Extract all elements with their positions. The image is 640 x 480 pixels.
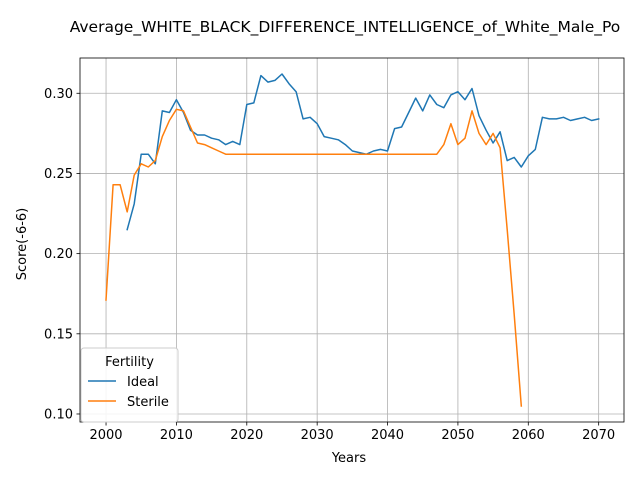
x-tick-label: 2070 [582, 428, 615, 443]
y-tick-label: 0.20 [44, 247, 73, 262]
legend: Fertility Ideal Sterile [80, 347, 179, 423]
legend-label-ideal: Ideal [127, 375, 159, 390]
legend-label-sterile: Sterile [127, 395, 169, 410]
y-tick-label: 0.10 [44, 407, 73, 422]
y-axis-label: Score(-6-6) [15, 208, 30, 280]
x-tick-label: 2000 [89, 428, 122, 443]
series-lines [105, 73, 600, 407]
x-tick-label: 2040 [371, 428, 404, 443]
x-tick-label: 2020 [230, 428, 263, 443]
series-line-sterile [105, 108, 523, 407]
x-tick-label: 2030 [301, 428, 334, 443]
plot-frame [79, 57, 625, 423]
y-tick-label: 0.25 [44, 167, 73, 182]
chart-title: Average_WHITE_BLACK_DIFFERENCE_INTELLIGE… [70, 18, 621, 37]
legend-box [80, 347, 179, 423]
y-tick-label: 0.15 [44, 327, 73, 342]
y-tick-label: 0.30 [44, 87, 73, 102]
x-tick-label: 2010 [160, 428, 193, 443]
x-tick-label: 2050 [441, 428, 474, 443]
legend-title: Fertility [105, 355, 154, 370]
x-axis-ticks: 2000 2010 2020 2030 2040 2050 2060 2070 [89, 422, 615, 443]
y-axis-ticks: 0.10 0.15 0.20 0.25 0.30 [44, 87, 80, 422]
x-axis-label: Years [331, 451, 367, 466]
series-line-ideal [126, 73, 600, 231]
x-tick-label: 2060 [512, 428, 545, 443]
